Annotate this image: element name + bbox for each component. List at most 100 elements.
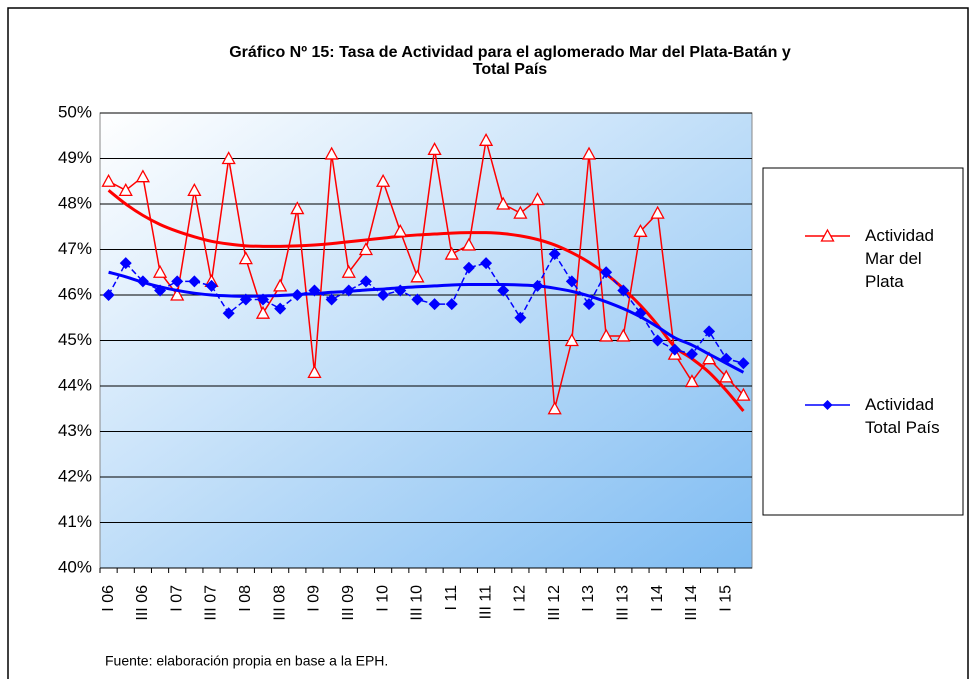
x-tick-label: I 14 [649,585,666,612]
marker [154,284,167,297]
marker [376,173,391,187]
y-tick-label: 40% [58,557,92,576]
x-tick-label: III 08 [271,585,288,621]
marker [341,264,356,278]
marker [274,302,287,315]
series-line [108,140,744,409]
marker [325,293,338,306]
marker [478,132,494,146]
marker [480,257,493,270]
marker [102,289,115,301]
y-tick-label: 46% [58,284,92,303]
x-tick-label: I 06 [100,585,117,612]
marker [531,279,544,292]
marker [118,182,133,196]
marker [377,289,390,301]
series-line [107,252,744,364]
marker [358,242,374,256]
marker [152,264,168,278]
marker [171,275,184,288]
x-tick-label: I 11 [443,585,460,611]
x-tick-label: I 15 [717,585,734,612]
marker [445,298,458,311]
y-tick-label: 49% [58,148,92,167]
marker [359,275,372,288]
legend-marker [820,228,835,242]
marker [135,169,150,183]
marker [530,192,545,206]
marker [238,251,253,265]
x-tick-label: III 07 [203,585,220,621]
marker [548,248,561,261]
marker [514,311,527,324]
marker [684,374,700,388]
legend-label: Actividad Mar del Plata [865,226,934,291]
marker [393,223,408,237]
marker [444,246,459,260]
marker [720,352,733,365]
marker [188,275,201,288]
marker [119,257,132,270]
marker [170,287,185,301]
marker [565,275,578,288]
marker [736,387,751,401]
marker [101,173,116,187]
x-tick-label: III 09 [340,585,357,621]
marker [634,307,647,320]
marker [685,348,698,361]
marker [428,298,441,311]
marker [737,357,750,370]
x-tick-label: III 14 [683,585,700,621]
y-tick-label: 44% [58,375,92,394]
marker [410,269,425,283]
marker [547,401,562,415]
x-tick-label: III 11 [477,585,494,619]
marker [496,196,511,210]
marker [702,351,717,365]
y-tick-label: 47% [58,239,92,258]
marker [513,205,528,219]
marker [291,289,304,301]
y-tick-label: 41% [58,512,92,531]
x-tick-label: I 12 [512,585,529,612]
marker [342,284,355,297]
marker [308,284,321,297]
x-tick-label: I 07 [168,585,185,612]
trend-line [107,189,745,412]
legend-marker [822,400,833,410]
marker [255,305,271,319]
marker [290,201,305,215]
marker [600,266,613,279]
x-tick-label: I 10 [374,585,391,612]
marker [324,146,339,160]
marker [633,223,648,237]
y-tick-label: 48% [58,193,92,212]
marker [461,237,476,251]
marker [497,284,510,297]
y-tick-label: 50% [58,102,92,121]
marker [599,328,614,342]
x-tick-label: III 06 [134,585,151,621]
marker [307,364,322,378]
x-tick-label: I 08 [237,585,254,612]
marker [239,293,252,306]
x-tick-label: I 13 [580,585,597,612]
chart-title: Gráfico Nº 15: Tasa de Actividad para el… [229,44,791,78]
marker [273,278,288,292]
marker [617,284,630,297]
x-tick-label: III 12 [546,585,563,621]
marker [221,151,236,165]
marker [719,369,734,383]
y-tick-label: 42% [58,466,92,485]
y-tick-label: 43% [58,421,92,440]
marker [581,146,597,160]
marker [187,182,202,196]
legend-label: Actividad Total País [865,395,940,437]
marker [411,293,424,306]
marker [222,307,235,320]
marker [703,325,716,338]
legend-box [762,167,964,516]
marker [427,142,442,156]
